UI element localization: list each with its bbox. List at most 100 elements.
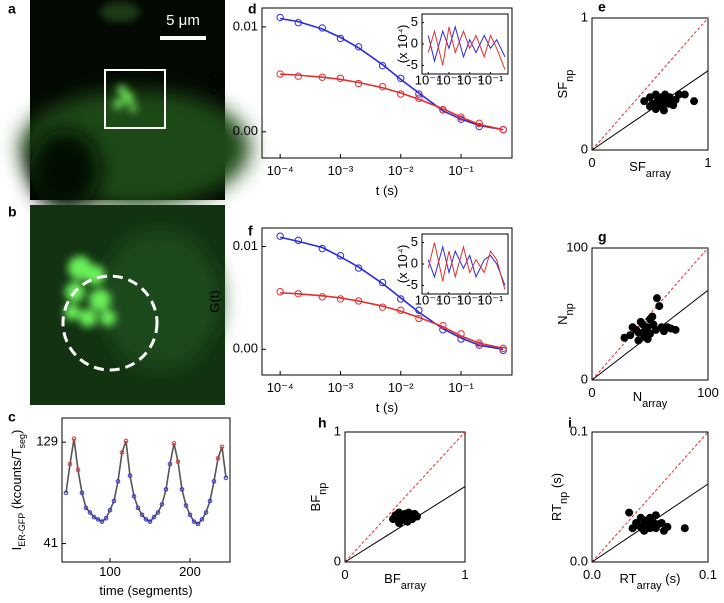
x-axis-label: RTarray (s) (620, 571, 681, 591)
data-point (179, 487, 185, 492)
y-axis-label-part: np (317, 483, 329, 495)
data-point (457, 113, 465, 121)
plot-frame (61, 417, 231, 563)
data-point (276, 288, 284, 296)
inset-line (427, 244, 506, 286)
y-axis-label-part: N (555, 315, 570, 324)
y-axis-label: Nnp (555, 303, 575, 325)
data-point (195, 521, 201, 527)
data-point (276, 232, 284, 240)
data-point (652, 294, 661, 303)
y-axis-label-part: np (564, 303, 576, 315)
y-tick-label: 100 (566, 239, 588, 254)
data-point (63, 490, 69, 496)
y-axis-label: SFnp (555, 70, 575, 99)
x-tick-label: 10⁻¹ (448, 163, 474, 178)
x-tick-label: 1 (704, 155, 711, 170)
x-tick-label: 10⁻³ (436, 293, 462, 308)
data-point (75, 467, 81, 473)
data-point (403, 517, 412, 526)
y-axis-label: G(t) (207, 290, 222, 312)
y-axis-label-part: (s) (549, 473, 564, 492)
plot-frame (261, 7, 513, 159)
data-point (223, 475, 229, 481)
y-axis-label: RTnp (s) (549, 473, 569, 521)
data-point (127, 473, 133, 478)
data-point (671, 325, 680, 334)
data-point (378, 61, 387, 70)
y-tick-label: 0.0 (570, 553, 588, 568)
reference-line (591, 431, 709, 563)
data-point (87, 510, 93, 515)
y-tick-label: 0.1 (570, 423, 588, 438)
x-tick-label: 10⁻⁴ (415, 293, 442, 308)
y-axis-label: G(t) (207, 72, 222, 94)
x-tick-label: 10⁻³ (436, 73, 462, 88)
data-point (163, 487, 169, 492)
inset-y-label-part: (x 10 (395, 254, 410, 283)
data-point (191, 519, 197, 524)
data-point (147, 519, 153, 524)
data-point (79, 490, 85, 496)
data-point (640, 97, 649, 106)
y-tick-label: 0.00 (233, 341, 258, 356)
y-tick-label: 0 (334, 553, 341, 568)
inset-y-label-part: (x 10 (395, 34, 410, 63)
data-point (634, 328, 643, 337)
data-point (415, 90, 423, 98)
x-axis-label-part: t (s) (376, 183, 398, 198)
x-axis-label-part: array (637, 580, 663, 592)
panel-label: e (598, 0, 606, 15)
y-tick-label: 0.00 (233, 123, 258, 138)
panel-label: g (598, 229, 607, 245)
y-tick-label: 5 (411, 14, 418, 29)
x-tick-label: 0 (588, 385, 595, 400)
x-axis-label-part: time (segments) (99, 583, 192, 598)
data-point (215, 456, 221, 461)
inset-y-label-part: ) (395, 245, 410, 249)
x-tick-label: 10⁻² (388, 380, 414, 395)
x-tick-label: 1 (461, 567, 468, 582)
data-point (107, 507, 113, 513)
plot-frame (591, 247, 709, 381)
y-tick-label: 0.01 (233, 18, 258, 33)
y-axis-label-part: ) (9, 430, 24, 434)
x-axis-label-part: t (s) (376, 400, 398, 415)
data-point (103, 515, 109, 521)
y-axis-label-part: np (558, 492, 570, 504)
data-point (135, 505, 141, 511)
x-axis-label: Narray (633, 389, 668, 409)
y-tick-label: 0 (581, 371, 588, 386)
series-line (65, 438, 227, 526)
x-tick-label: 10⁻⁴ (267, 380, 294, 395)
data-point (690, 97, 699, 106)
image-b: b (8, 204, 225, 405)
data-point (643, 335, 652, 344)
y-tick-label: 0 (411, 35, 418, 50)
data-point (123, 438, 129, 444)
y-axis-label-part: RT (549, 504, 564, 521)
data-point (655, 302, 664, 311)
data-point (640, 526, 649, 535)
plot-frame (344, 431, 466, 563)
x-tick-label: 100 (697, 385, 719, 400)
data-point (680, 90, 689, 99)
plot-frame (261, 227, 513, 376)
y-tick-label: 1 (334, 423, 341, 438)
x-tick-label: 0.1 (699, 567, 717, 582)
zoom-box (104, 69, 166, 129)
data-point (83, 505, 89, 511)
x-tick-label: 10⁻³ (328, 380, 354, 395)
panel-label: d (248, 1, 257, 17)
x-axis-label-part: BF (384, 571, 401, 586)
inset-y-label-part: -4 (399, 28, 405, 34)
data-point (626, 331, 635, 340)
y-axis-label-part: SF (555, 82, 570, 99)
data-point (397, 74, 405, 82)
x-axis-label: SFarray (629, 159, 671, 179)
data-point (207, 498, 213, 504)
data-point (119, 450, 125, 455)
